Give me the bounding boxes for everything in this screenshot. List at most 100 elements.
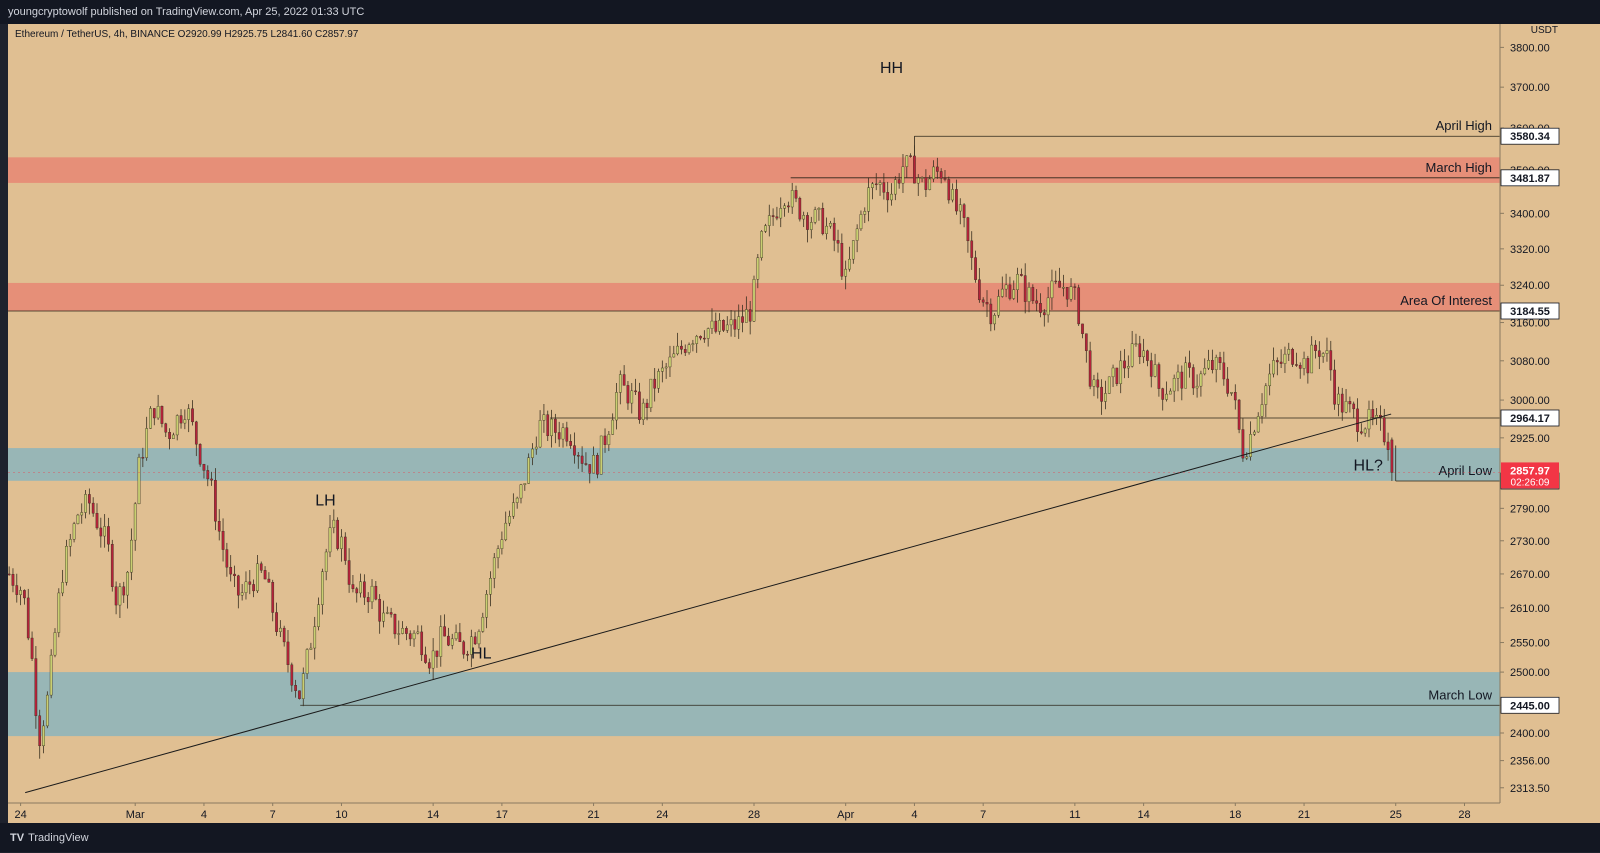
candle [1111,367,1115,378]
candle [168,432,171,439]
candle [477,631,481,645]
y-tick-label: 3080.00 [1510,356,1550,368]
candle [187,408,191,420]
candle [57,592,61,633]
level-label: April Low [1439,463,1493,478]
candle [294,685,297,691]
candle [924,177,928,190]
candle [1306,358,1310,374]
candle [15,585,19,595]
candle [729,319,733,326]
candle [798,198,802,220]
candle [1081,323,1084,334]
candle [1031,287,1035,302]
candle [450,638,454,646]
candle [809,222,813,230]
candle [817,208,821,210]
candle [943,178,947,180]
candle [1084,333,1088,351]
candle [867,187,870,212]
candle [80,512,84,516]
candle [936,166,939,172]
candle [741,316,744,323]
candle [366,597,370,603]
y-tick-label: 2790.00 [1510,503,1550,515]
candle [275,612,278,632]
candle [1344,401,1348,413]
candle [1203,367,1207,375]
candle [72,523,76,540]
candle [1020,274,1023,276]
candle [756,257,760,280]
candle [569,441,572,446]
candle [970,240,974,258]
y-tick-label: 3800.00 [1510,42,1550,54]
level-label: March Low [1428,687,1492,702]
price-tag-label: 3184.55 [1510,306,1550,318]
publish-header: youngcryptowolf published on TradingView… [0,0,1600,24]
candle [149,408,152,429]
candle [565,427,569,442]
x-tick-label: 14 [427,809,439,821]
candle [1107,376,1111,394]
candle [832,222,836,241]
candle [939,171,943,179]
candle [336,519,339,549]
candle [668,356,672,368]
candle [19,590,22,595]
candle [172,434,175,439]
candle [634,390,637,393]
x-tick-label: 14 [1137,809,1149,821]
publish-line: youngcryptowolf published on TradingView… [8,6,365,18]
candle [340,536,343,549]
candle [508,515,511,524]
price-chart[interactable]: April High March High Area Of Interest Apri… [8,24,1600,823]
candle [748,309,752,322]
brand-name: TradingView [28,832,89,844]
candle [955,189,958,212]
candle [107,526,110,545]
candle [622,374,626,386]
y-tick-label: 2730.00 [1510,536,1550,548]
candle [722,320,725,331]
candle [1126,366,1130,369]
candle [962,204,966,218]
candle [1134,343,1138,345]
candle [916,177,920,184]
candle [584,463,588,465]
candle [813,209,817,223]
x-tick-label: 4 [201,809,207,821]
candle [638,391,641,420]
candle [1165,393,1168,400]
candle [531,448,534,458]
candle [871,183,874,188]
candle [752,279,756,322]
candle [1237,399,1241,430]
candle [1314,344,1317,351]
candle [672,353,676,358]
candle [424,654,427,663]
candle [1062,287,1065,289]
candle [481,616,485,632]
x-tick-label: 21 [587,809,599,821]
candle [878,182,882,185]
candle [405,628,408,634]
y-tick-label: 3160.00 [1510,318,1550,330]
candle [359,581,362,594]
candle [985,302,989,305]
annotation-layer: HH LH HL HL? [315,60,1383,662]
candle [588,464,592,474]
time-axis-panel[interactable] [8,803,1600,823]
candle [1363,428,1367,434]
candle [1256,416,1260,433]
candle [122,586,126,596]
candle [229,567,233,575]
chart-area[interactable]: April High March High Area Of Interest Apri… [8,24,1600,823]
candle [1329,350,1333,371]
candle [851,240,855,260]
candle [576,455,580,457]
candle [615,392,618,421]
candle [641,402,645,420]
price-tag [1500,409,1560,427]
y-tick-label: 2500.00 [1510,667,1550,679]
